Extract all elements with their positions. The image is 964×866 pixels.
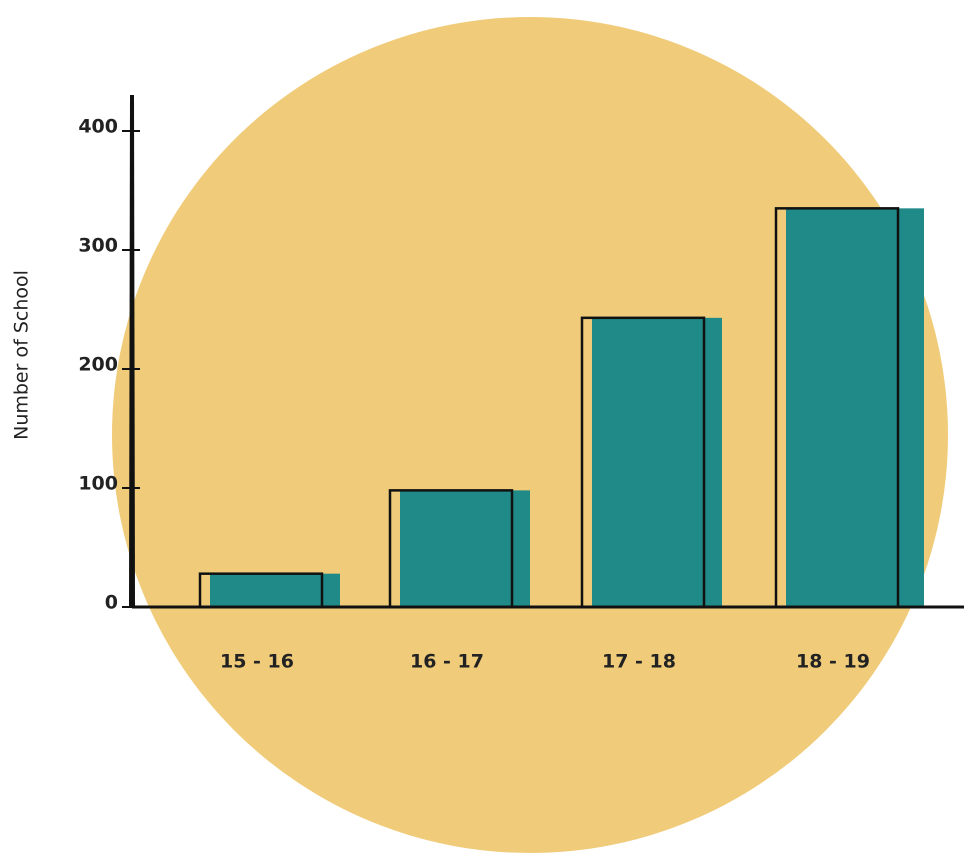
bar (786, 208, 924, 607)
y-tick-label: 100 (78, 473, 118, 495)
bar (210, 573, 340, 607)
x-tick-label: 16 - 17 (410, 651, 484, 673)
y-tick-label: 0 (105, 592, 118, 614)
x-tick-label: 18 - 19 (796, 651, 870, 673)
bar (400, 490, 530, 607)
x-tick-label: 15 - 16 (220, 651, 294, 673)
bar (592, 317, 722, 607)
background-circle (112, 17, 948, 853)
y-axis (129, 95, 135, 607)
y-tick-label: 400 (78, 116, 118, 138)
y-axis-label: Number of School (11, 270, 33, 440)
x-tick-label: 17 - 18 (602, 651, 676, 673)
y-tick-label: 200 (78, 354, 118, 376)
y-tick-label: 300 (78, 235, 118, 257)
